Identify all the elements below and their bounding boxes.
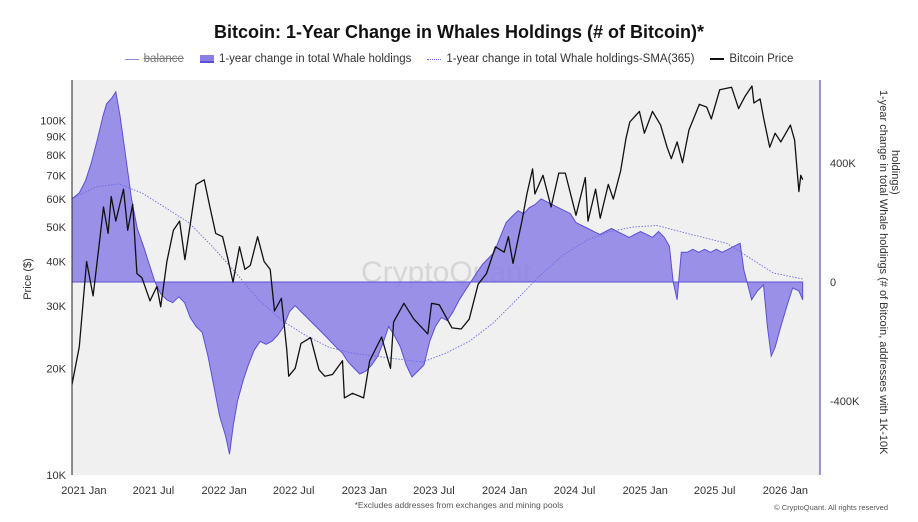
legend-label-whale-change: 1-year change in total Whale holdings — [218, 53, 412, 65]
legend-item-whale-sma[interactable]: 1-year change in total Whale holdings-SM… — [427, 53, 694, 65]
bitcoin-price-layer — [71, 85, 804, 399]
legend-swatch-whale-change — [199, 55, 214, 63]
whale-sma-line — [71, 183, 803, 363]
whale-change-area-layer — [71, 90, 804, 455]
left-tick-label: 90K — [46, 132, 66, 144]
left-axis-ticks: 100K 90K 80K 70K 60K 50K 40K 30K 20K 10K — [40, 115, 66, 482]
legend-item-balance[interactable]: balance — [124, 53, 184, 65]
left-tick-label: 100K — [40, 115, 66, 127]
legend-label-balance: balance — [143, 53, 184, 65]
bitcoin-price-line — [71, 85, 804, 399]
x-axis-ticks: 2021 Jan 2021 Jul 2022 Jan 2022 Jul 2023 Jan… — [61, 485, 808, 497]
legend-item-bitcoin-price[interactable]: Bitcoin Price — [710, 53, 793, 65]
legend: balance 1-year change in total Whale hol… — [0, 53, 918, 65]
left-tick-label: 50K — [46, 222, 66, 234]
left-tick-label: 10K — [46, 470, 66, 482]
legend-label-whale-sma: 1-year change in total Whale holdings-SM… — [446, 53, 695, 65]
legend-swatch-bitcoin-price — [710, 58, 725, 60]
chart-title: Bitcoin: 1-Year Change in Whales Holding… — [213, 22, 705, 42]
left-axis-title: Price ($) — [22, 258, 34, 300]
x-tick-label: 2026 Jan — [763, 485, 808, 497]
x-tick-label: 2024 Jan — [482, 485, 527, 497]
right-axis-title-line-2: holdings) — [889, 150, 901, 195]
whale-sma-layer — [71, 183, 803, 363]
x-tick-label: 2023 Jul — [413, 485, 455, 497]
x-tick-label: 2022 Jan — [201, 485, 246, 497]
right-axis-title: 1-year change in total Whale holdings (#… — [877, 90, 901, 458]
left-tick-label: 70K — [46, 170, 66, 182]
right-tick-label: 0 — [830, 277, 836, 289]
right-tick-label: 400K — [830, 158, 856, 170]
left-tick-label: 30K — [46, 301, 66, 313]
x-tick-label: 2024 Jul — [554, 485, 596, 497]
x-tick-label: 2023 Jan — [342, 485, 387, 497]
left-tick-label: 60K — [46, 194, 66, 206]
right-axis-ticks: 400K 0 -400K — [830, 158, 860, 408]
left-tick-label: 40K — [46, 257, 66, 269]
x-tick-label: 2021 Jan — [61, 485, 106, 497]
legend-swatch-balance — [124, 58, 139, 60]
x-tick-label: 2025 Jul — [694, 485, 736, 497]
legend-swatch-whale-sma — [427, 58, 442, 60]
whale-change-area — [71, 90, 804, 455]
right-tick-label: -400K — [830, 396, 860, 408]
right-axis-title-line-1: 1-year change in total Whale holdings (#… — [877, 90, 889, 455]
left-tick-label: 20K — [46, 363, 66, 375]
x-tick-label: 2025 Jan — [623, 485, 668, 497]
x-tick-label: 2021 Jul — [133, 485, 175, 497]
left-tick-label: 80K — [46, 150, 66, 162]
footnote: *Excludes addresses from exchanges and m… — [354, 500, 564, 510]
legend-label-bitcoin-price: Bitcoin Price — [729, 53, 794, 65]
legend-item-whale-change[interactable]: 1-year change in total Whale holdings — [199, 53, 412, 65]
credit-text: © CryptoQuant. All rights reserved — [774, 503, 888, 512]
x-tick-label: 2022 Jul — [273, 485, 315, 497]
